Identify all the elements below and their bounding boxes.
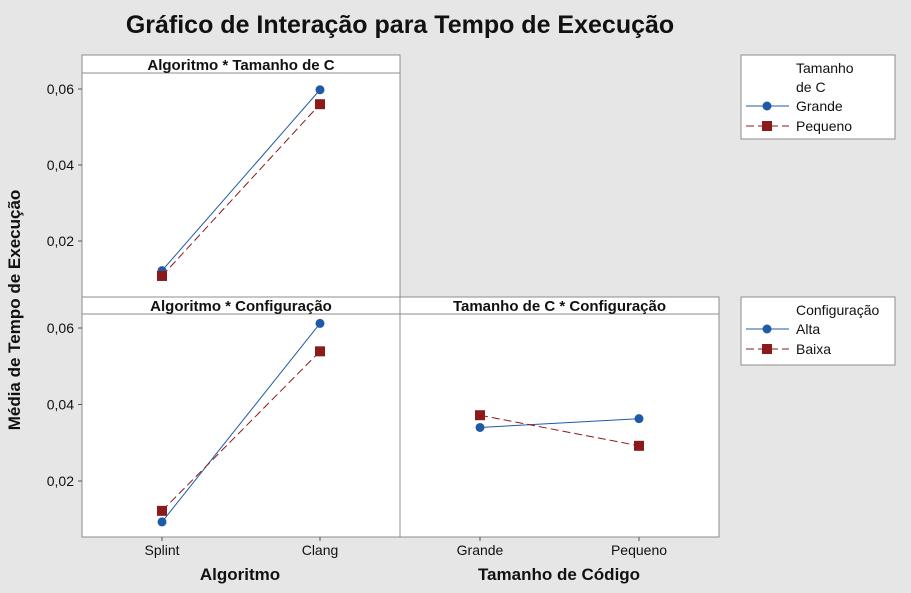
legend-marker	[762, 121, 772, 131]
series-line-alta	[161, 323, 321, 523]
plot-area	[399, 313, 720, 538]
legend-title: Tamanho	[796, 60, 854, 76]
y-axis-title: Média de Tempo de Execução	[5, 190, 24, 431]
legend-entry: Pequeno	[796, 118, 852, 134]
series-line-grande	[161, 89, 321, 271]
x-tick-label: Grande	[457, 542, 504, 558]
legend-1: Tamanho de C Grande Pequeno	[740, 54, 896, 140]
plot-area	[81, 72, 401, 298]
data-point-pequeno	[157, 270, 167, 281]
data-point-baixa	[157, 505, 167, 516]
legend-2: Configuração Alta Baixa	[740, 296, 896, 366]
panel-title-strip	[399, 296, 720, 315]
x-axis-title-algoritmo: Algoritmo	[200, 565, 280, 584]
legend-entry: Baixa	[796, 341, 831, 357]
legend-entry: Grande	[796, 98, 843, 114]
data-point-grande	[315, 85, 325, 95]
panel-title: Tamanho de C * Configuração	[453, 298, 666, 315]
plot-area	[81, 313, 401, 538]
y-tick-label: 0,04	[47, 157, 74, 173]
legend-marker	[762, 344, 772, 354]
data-point-baixa	[634, 440, 644, 451]
y-tick-label: 0,06	[47, 81, 74, 97]
y-tick-label: 0,04	[47, 397, 74, 413]
data-point-baixa	[475, 410, 485, 421]
series-line-pequeno	[161, 103, 321, 277]
legend-marker	[762, 101, 772, 111]
data-point-pequeno	[315, 99, 325, 110]
series-line-baixa	[161, 350, 321, 512]
data-point-alta	[634, 414, 644, 424]
y-tick-label: 0,02	[47, 473, 74, 489]
panel-title: Algoritmo * Configuração	[150, 298, 332, 315]
series-line-baixa	[479, 414, 640, 447]
panel-title-strip	[81, 54, 401, 74]
legend-entry: Alta	[796, 321, 820, 337]
panel-title: Algoritmo * Tamanho de C	[147, 57, 334, 74]
panel-2: Algoritmo * Configuração 0,02 0,04 0,06 Spli…	[47, 296, 401, 584]
y-tick-label: 0,02	[47, 233, 74, 249]
legend-title: de C	[796, 79, 826, 95]
panel-3: Tamanho de C * Configuração Grande Pequeno…	[399, 296, 720, 584]
data-point-alta	[315, 318, 325, 328]
panel-1: Algoritmo * Tamanho de C 0,02 0,04 0,06	[47, 54, 401, 298]
x-axis-title-tamanho: Tamanho de Código	[478, 565, 640, 584]
x-tick-label: Splint	[144, 542, 179, 558]
data-point-baixa	[315, 346, 325, 357]
series-line-alta	[479, 418, 640, 428]
y-tick-label: 0,06	[47, 320, 74, 336]
x-tick-label: Clang	[302, 542, 339, 558]
data-point-alta	[157, 517, 167, 527]
data-point-alta	[475, 422, 485, 432]
x-tick-label: Pequeno	[611, 542, 667, 558]
chart-title: Gráfico de Interação para Tempo de Execu…	[126, 11, 674, 39]
legend-marker	[762, 324, 772, 334]
legend-title: Configuração	[796, 302, 879, 318]
